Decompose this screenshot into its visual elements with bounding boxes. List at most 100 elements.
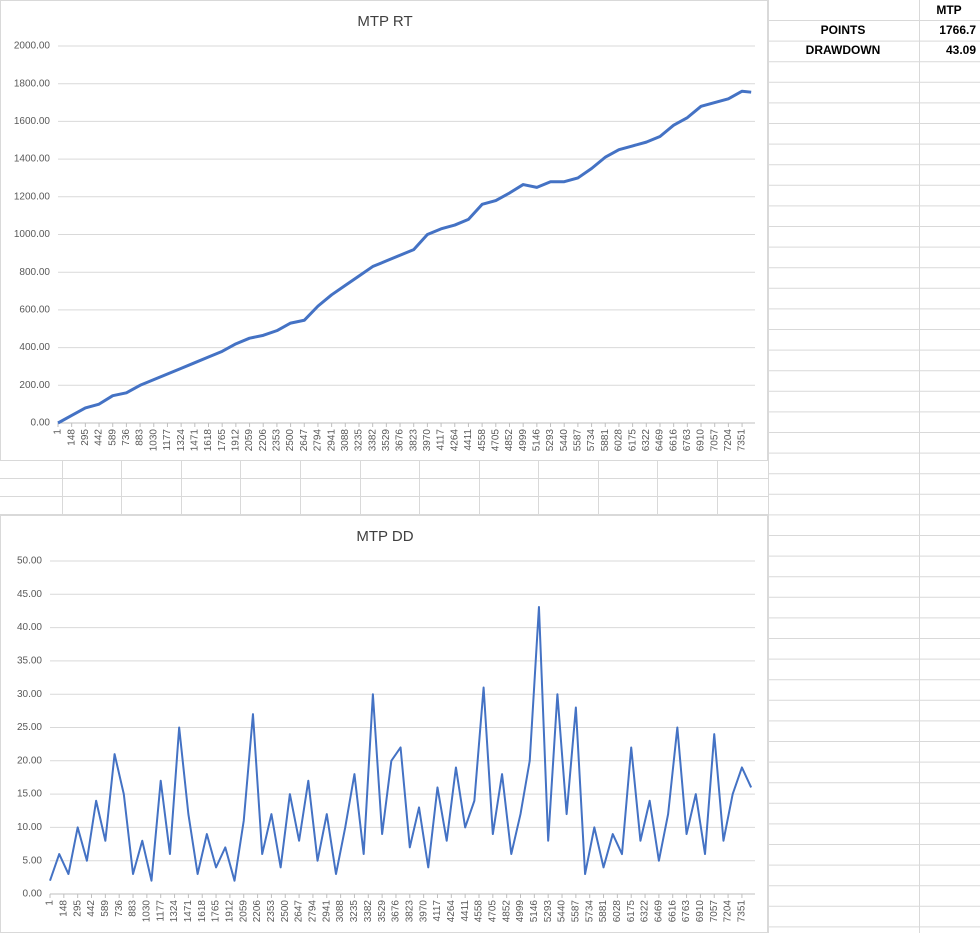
x-tick-label: 5293 xyxy=(543,900,554,923)
x-tick-label: 1 xyxy=(45,900,56,906)
x-tick-label: 1912 xyxy=(230,429,241,452)
x-tick-label: 6175 xyxy=(627,429,638,452)
x-tick-label: 5734 xyxy=(584,900,595,923)
chart-area xyxy=(0,515,768,933)
y-tick-label: 400.00 xyxy=(19,342,50,353)
x-tick-label: 4852 xyxy=(504,429,515,452)
x-tick-label: 2059 xyxy=(244,429,255,452)
x-tick-label: 6175 xyxy=(626,900,637,923)
x-tick-label: 883 xyxy=(128,900,139,917)
x-tick-label: 3235 xyxy=(349,900,360,923)
x-tick-label: 6322 xyxy=(641,429,652,452)
x-tick-label: 1177 xyxy=(155,900,166,922)
x-tick-label: 883 xyxy=(135,429,146,446)
x-tick-label: 4705 xyxy=(487,900,498,923)
y-tick-label: 45.00 xyxy=(17,589,42,600)
y-tick-label: 600.00 xyxy=(19,305,50,316)
x-tick-label: 1765 xyxy=(211,900,222,923)
x-tick-label: 4264 xyxy=(449,429,460,452)
cell-value: 43.09 xyxy=(946,43,976,57)
x-tick-label: 1912 xyxy=(225,900,236,923)
x-tick-label: 442 xyxy=(94,429,105,446)
x-tick-label: 148 xyxy=(58,900,69,917)
column-header: MTP xyxy=(936,3,961,17)
x-tick-label: 3823 xyxy=(408,429,419,452)
row-label: POINTS xyxy=(821,23,866,37)
y-tick-label: 10.00 xyxy=(17,822,42,833)
x-tick-label: 3382 xyxy=(367,429,378,452)
x-tick-label: 6469 xyxy=(654,900,665,923)
chart-title: MTP RT xyxy=(357,13,412,30)
x-tick-label: 1030 xyxy=(142,900,153,923)
x-tick-label: 1324 xyxy=(176,429,187,452)
x-tick-label: 1618 xyxy=(203,429,214,452)
x-tick-label: 6028 xyxy=(612,900,623,923)
x-tick-label: 1618 xyxy=(197,900,208,923)
x-tick-label: 295 xyxy=(72,900,83,917)
x-tick-label: 2941 xyxy=(326,429,337,452)
x-tick-label: 2647 xyxy=(299,429,310,452)
x-tick-label: 6763 xyxy=(682,429,693,452)
x-tick-label: 1 xyxy=(53,429,64,435)
x-tick-label: 3088 xyxy=(335,900,346,923)
x-tick-label: 3823 xyxy=(404,900,415,923)
x-tick-label: 4705 xyxy=(490,429,501,452)
y-tick-label: 40.00 xyxy=(17,622,42,633)
x-tick-label: 3676 xyxy=(391,900,402,923)
x-tick-label: 2059 xyxy=(238,900,249,923)
x-tick-label: 442 xyxy=(86,900,97,917)
y-tick-label: 800.00 xyxy=(19,267,50,278)
x-tick-label: 7057 xyxy=(709,900,720,923)
x-tick-label: 2353 xyxy=(272,429,283,452)
x-tick-label: 3676 xyxy=(395,429,406,452)
x-tick-label: 1471 xyxy=(189,429,200,452)
y-tick-label: 35.00 xyxy=(17,656,42,667)
x-tick-label: 6910 xyxy=(696,429,707,452)
x-tick-label: 2794 xyxy=(313,429,324,452)
x-tick-label: 1030 xyxy=(148,429,159,452)
x-tick-label: 5293 xyxy=(545,429,556,452)
x-tick-label: 5440 xyxy=(557,900,568,923)
x-tick-label: 4558 xyxy=(474,900,485,923)
x-tick-label: 736 xyxy=(114,900,125,917)
y-tick-label: 25.00 xyxy=(17,722,42,733)
x-tick-label: 5734 xyxy=(586,429,597,452)
x-tick-label: 736 xyxy=(121,429,132,446)
x-tick-label: 4852 xyxy=(501,900,512,923)
y-tick-label: 1600.00 xyxy=(14,116,51,127)
x-tick-label: 3970 xyxy=(422,429,433,452)
y-tick-label: 2000.00 xyxy=(14,41,51,52)
x-tick-label: 7204 xyxy=(723,429,734,452)
x-tick-label: 6469 xyxy=(655,429,666,452)
x-tick-label: 4117 xyxy=(436,429,447,451)
y-tick-label: 0.00 xyxy=(31,418,51,429)
x-tick-label: 2206 xyxy=(258,429,269,452)
x-tick-label: 589 xyxy=(100,900,111,917)
y-tick-label: 50.00 xyxy=(17,556,42,567)
y-tick-label: 5.00 xyxy=(23,855,43,866)
x-tick-label: 1765 xyxy=(217,429,228,452)
x-tick-label: 295 xyxy=(80,429,91,446)
x-tick-label: 2500 xyxy=(285,429,296,452)
x-tick-label: 3235 xyxy=(354,429,365,452)
x-tick-label: 7351 xyxy=(737,429,748,452)
x-tick-label: 3382 xyxy=(363,900,374,923)
x-tick-label: 5440 xyxy=(559,429,570,452)
x-tick-label: 2647 xyxy=(294,900,305,923)
x-tick-label: 3970 xyxy=(418,900,429,923)
y-tick-label: 1400.00 xyxy=(14,154,51,165)
x-tick-label: 7351 xyxy=(737,900,748,923)
y-tick-label: 30.00 xyxy=(17,689,42,700)
x-tick-label: 6028 xyxy=(614,429,625,452)
x-tick-label: 4264 xyxy=(446,900,457,923)
y-tick-label: 1200.00 xyxy=(14,191,51,202)
row-label: DRAWDOWN xyxy=(806,43,881,57)
y-tick-label: 200.00 xyxy=(19,380,50,391)
series-line xyxy=(49,606,753,882)
x-tick-label: 2206 xyxy=(252,900,263,923)
y-tick-label: 15.00 xyxy=(17,789,42,800)
x-tick-label: 1177 xyxy=(162,429,173,451)
